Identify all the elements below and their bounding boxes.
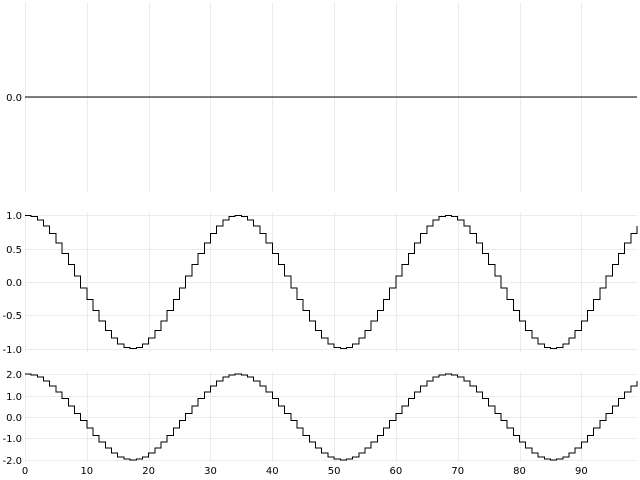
x-tick-label: 10 — [80, 466, 93, 477]
series-line-1 — [25, 373, 638, 461]
y-tick-label: 1.0 — [6, 211, 22, 222]
y-tick-label: -1.0 — [2, 345, 22, 356]
chart-panel-2: 1.0 0.5 0.0 -0.5 -1.0 — [2, 211, 638, 356]
x-tick-label: 30 — [204, 466, 217, 477]
x-tick-label: 20 — [142, 466, 155, 477]
chart-panel-1: 0.0 — [6, 2, 637, 192]
x-tick-label: 0 — [22, 466, 28, 477]
y-tick-label: 0.0 — [6, 93, 22, 104]
y-tick-label: -2.0 — [2, 456, 22, 467]
chart-panel-3: 2.0 1.0 0.0 -1.0 -2.00 10 20 30 40 50 60 70 80 90 — [2, 370, 638, 477]
x-tick-label: 40 — [266, 466, 279, 477]
y-tick-label: 0.0 — [6, 413, 22, 424]
x-tick-label: 90 — [575, 466, 588, 477]
y-tick-label: 0.0 — [6, 278, 22, 289]
x-tick-label: 70 — [451, 466, 464, 477]
x-tick-label: 80 — [513, 466, 526, 477]
x-tick-label: 50 — [328, 466, 341, 477]
x-tick-label: 60 — [390, 466, 403, 477]
y-tick-label: 0.5 — [6, 245, 22, 256]
y-tick-label: -0.5 — [2, 311, 22, 322]
y-tick-label: 2.0 — [6, 370, 22, 381]
y-tick-label: -1.0 — [2, 434, 22, 445]
y-tick-label: 1.0 — [6, 392, 22, 403]
series-line-1 — [25, 214, 638, 350]
